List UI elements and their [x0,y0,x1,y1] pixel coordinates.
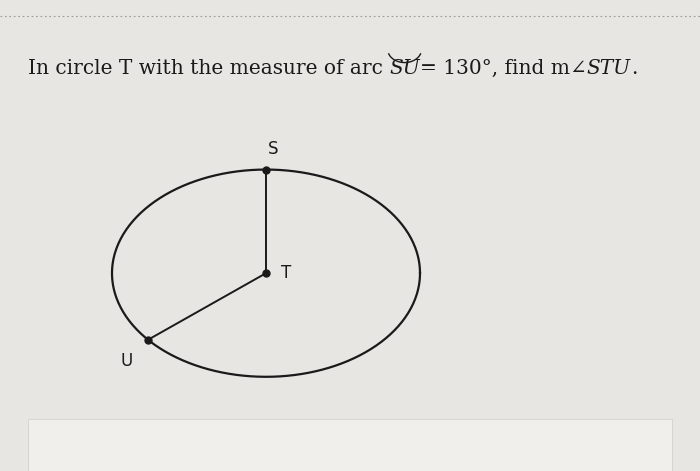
Text: STU: STU [587,59,631,78]
Text: SU: SU [389,59,420,78]
Text: = 130°, find m∠: = 130°, find m∠ [420,59,587,78]
Bar [28,419,672,471]
Text: U: U [120,351,132,370]
Text: .: . [631,59,638,78]
Text: S: S [267,140,279,158]
Text: T: T [281,264,292,282]
Text: In circle T with the measure of arc: In circle T with the measure of arc [28,59,389,78]
